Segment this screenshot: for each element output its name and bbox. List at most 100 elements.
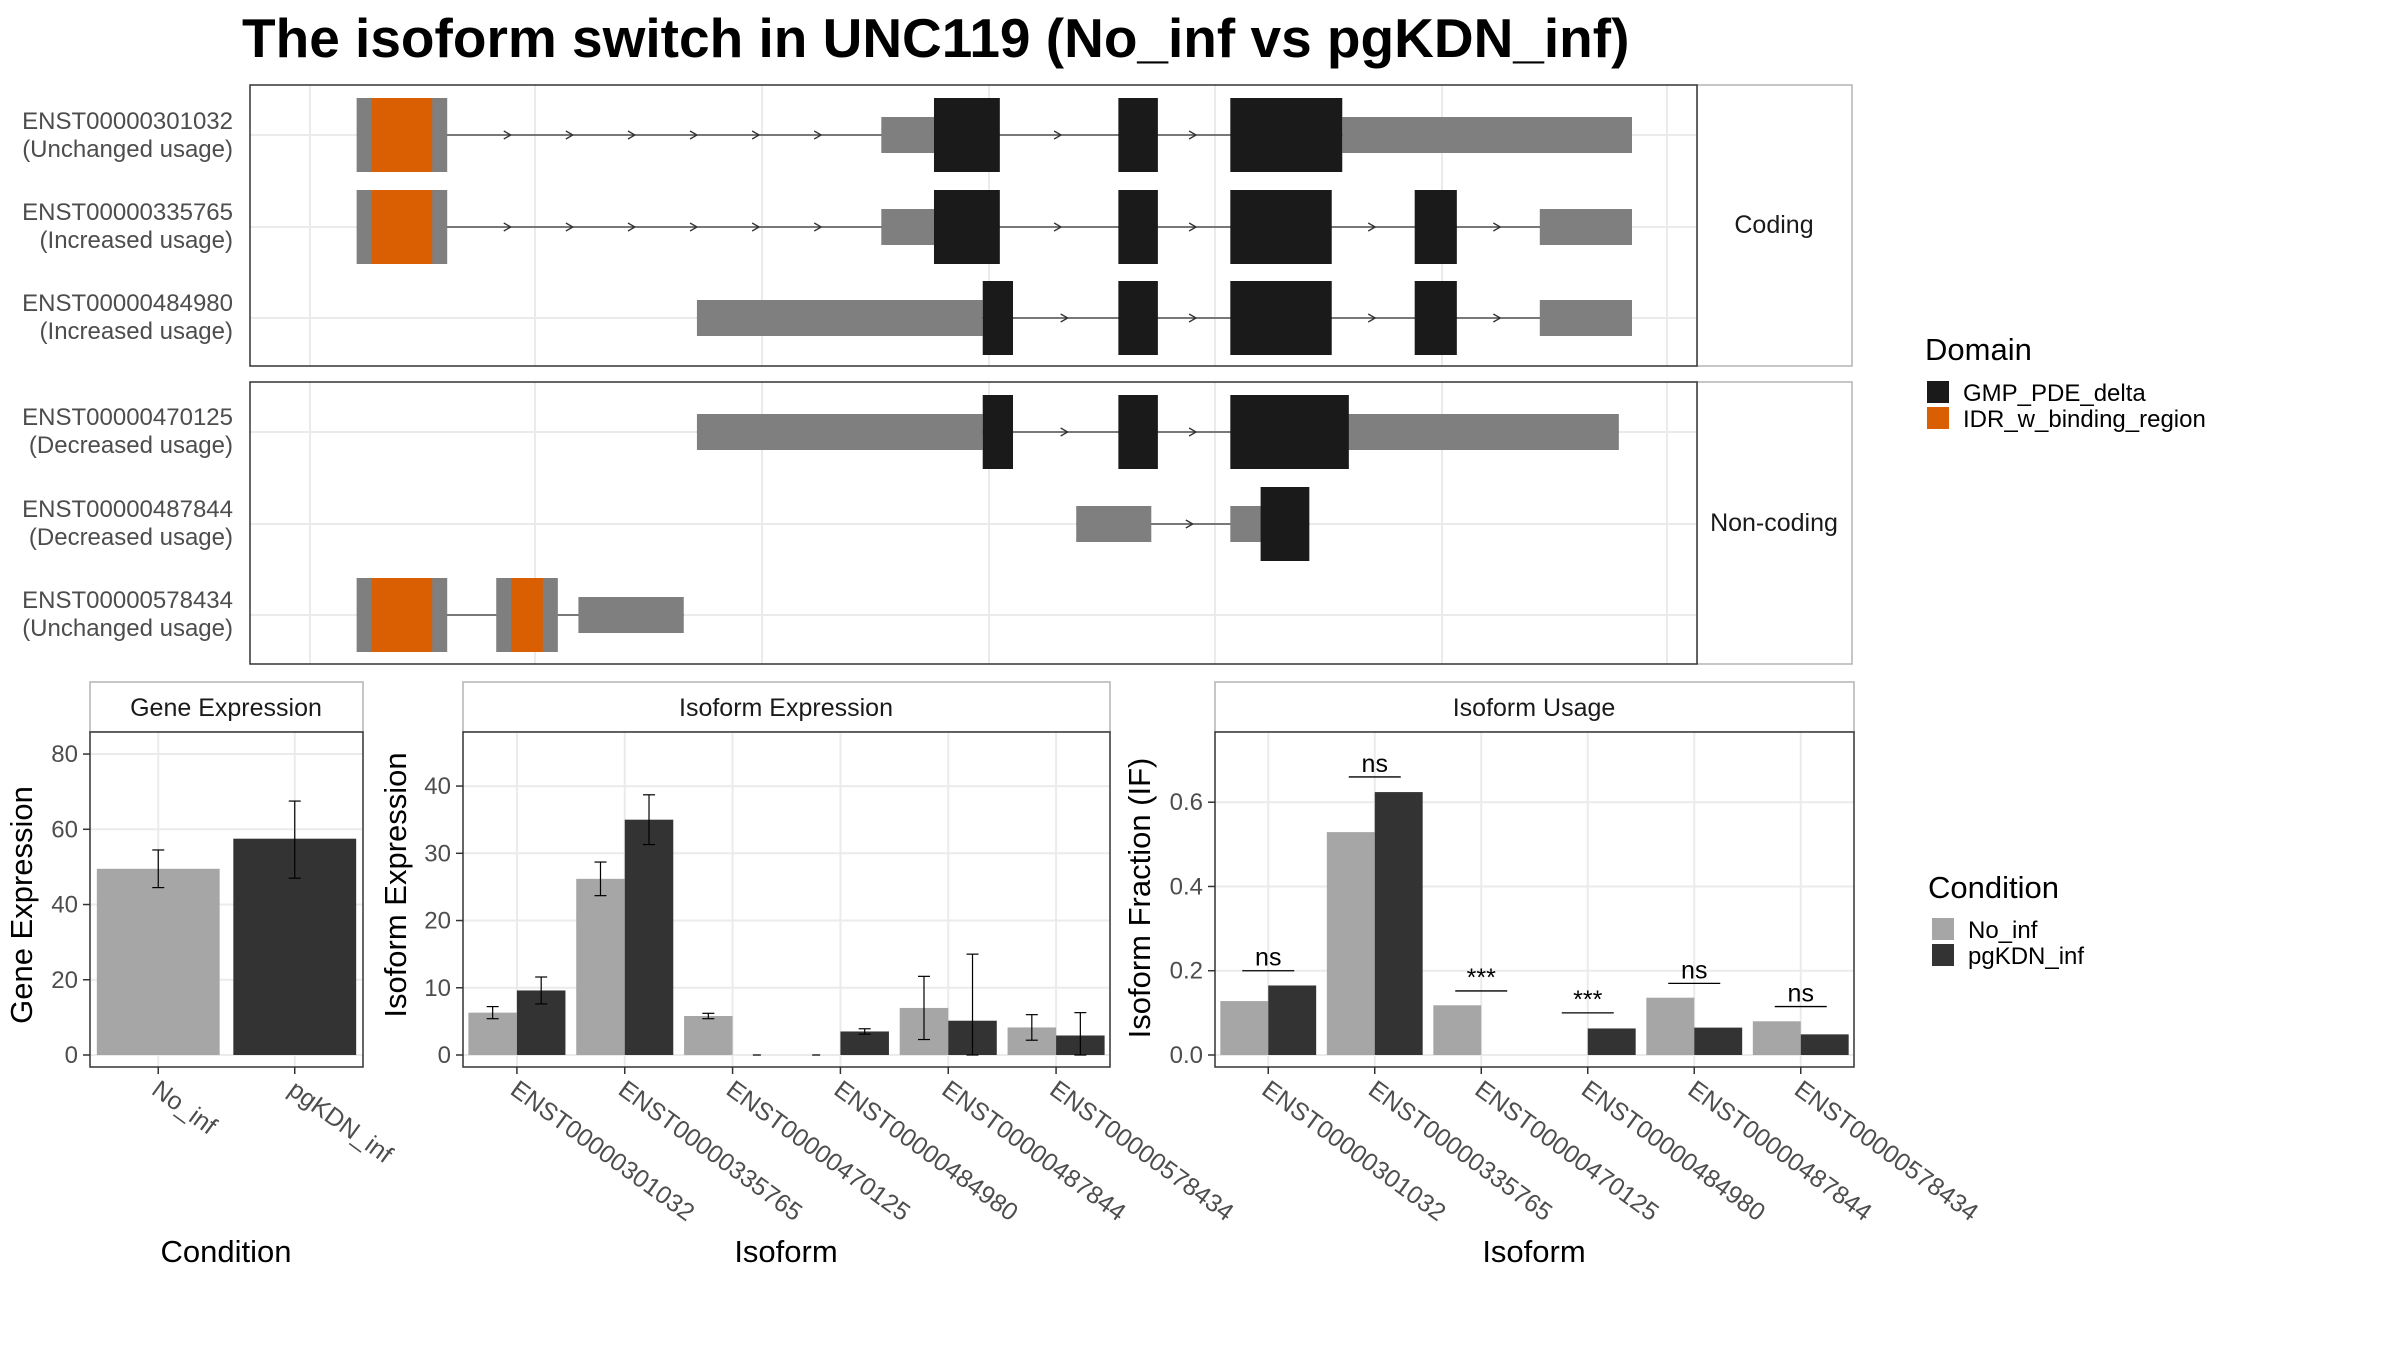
bar-pgKDN_inf — [1800, 1034, 1849, 1055]
isoform-expression-panel: Isoform Expression Isoform Isoform Expre… — [378, 681, 1239, 1269]
y-tick-label: 40 — [424, 773, 451, 800]
bar-pgKDN_inf — [1587, 1028, 1636, 1055]
bar-No_inf — [1220, 1001, 1269, 1055]
strip-label-noncoding: Non-coding — [1710, 509, 1838, 537]
strip-label-gene-expression: Gene Expression — [130, 694, 322, 722]
transcript-ENST00000301032 — [356, 98, 1632, 172]
y-axis-title: Isoform Fraction (IF) — [1122, 758, 1157, 1039]
y-tick-label: 0.0 — [1170, 1042, 1203, 1069]
legend-key-no-inf — [1932, 918, 1954, 940]
cds-block — [1118, 190, 1158, 264]
significance-label: ns — [1788, 980, 1814, 1008]
significance-label: *** — [1573, 986, 1602, 1014]
transcript-id: ENST00000578434 — [22, 587, 233, 614]
significance-label: *** — [1467, 964, 1496, 992]
transcript-ENST00000487844 — [1076, 487, 1310, 561]
x-axis-title: Condition — [161, 1234, 292, 1269]
cds-block — [933, 190, 1000, 264]
idr-domain-block — [371, 190, 433, 264]
transcript-status: (Increased usage) — [40, 227, 233, 254]
direction-arrow — [1492, 222, 1502, 232]
y-tick-label: 80 — [51, 741, 78, 768]
transcript-ENST00000578434 — [356, 578, 684, 652]
isoform-usage-panel: Isoform Usage Isoform Isoform Fraction (… — [1122, 681, 1983, 1269]
x-tick-label: ENST00000484980 — [1576, 1075, 1770, 1227]
y-tick-label: 0.2 — [1170, 958, 1203, 985]
direction-arrow — [1188, 313, 1198, 323]
x-tick-label: ENST00000301032 — [1257, 1075, 1451, 1227]
x-tick-label: ENST00000335765 — [1363, 1075, 1557, 1227]
y-tick-label: 10 — [424, 975, 451, 1002]
utr-block — [1539, 300, 1632, 336]
transcript-id: ENST00000484980 — [22, 290, 233, 317]
strip-noncoding — [1696, 381, 1853, 665]
transcript-ENST00000335765 — [356, 190, 1632, 264]
utr-block — [1539, 209, 1632, 245]
utr-block — [1342, 117, 1632, 153]
direction-arrow — [1060, 313, 1070, 323]
x-tick-label: ENST00000487844 — [1683, 1075, 1877, 1227]
transcript-status: (Decreased usage) — [29, 432, 233, 459]
cds-block — [1414, 281, 1457, 355]
bar-No_inf — [684, 1016, 733, 1055]
panel-background — [1215, 732, 1854, 1067]
x-tick-label: ENST00000487844 — [937, 1075, 1131, 1227]
utr-block — [881, 117, 934, 153]
cds-block — [1118, 98, 1158, 172]
transcript-labels: ENST00000301032 (Unchanged usage) ENST00… — [22, 108, 233, 642]
y-axis-title: Isoform Expression — [378, 752, 413, 1017]
panel-border — [89, 731, 364, 1068]
utr-block — [696, 414, 983, 450]
direction-arrow — [751, 130, 761, 140]
legend-title: Condition — [1928, 870, 2059, 905]
direction-arrow — [627, 222, 637, 232]
panel-background — [463, 732, 1110, 1067]
x-tick-label: pgKDN_inf — [283, 1075, 397, 1169]
legend-item: GMP_PDE_delta — [1963, 380, 2146, 407]
idr-domain-block — [371, 578, 433, 652]
cds-block — [1118, 281, 1158, 355]
utr-block — [1329, 414, 1619, 450]
bar-No_inf — [468, 1012, 517, 1055]
bar-No_inf — [96, 868, 220, 1055]
idr-domain-block — [511, 578, 543, 652]
legend-item: No_inf — [1968, 917, 2038, 944]
cds-block — [1260, 487, 1310, 561]
y-tick-label: 20 — [51, 967, 78, 994]
transcript-status: (Unchanged usage) — [22, 615, 233, 642]
transcript-status: (Increased usage) — [40, 318, 233, 345]
cds-block — [1414, 190, 1457, 264]
direction-arrow — [751, 222, 761, 232]
direction-arrow — [1185, 519, 1195, 529]
bar-No_inf — [1752, 1021, 1801, 1055]
significance-label: ns — [1255, 944, 1281, 972]
direction-arrow — [813, 130, 823, 140]
direction-arrow — [1053, 222, 1063, 232]
gene-structure-coding-panel: Coding — [249, 84, 1853, 367]
significance-label: ns — [1362, 750, 1388, 778]
bar-No_inf — [1433, 1005, 1482, 1055]
cds-block — [982, 395, 1014, 469]
x-tick-label: ENST00000335765 — [613, 1075, 807, 1227]
strip-isoform-expression — [462, 681, 1111, 733]
gene-structure-noncoding-panel: Non-coding — [249, 381, 1853, 665]
idr-domain-block — [371, 98, 433, 172]
direction-arrow — [1492, 313, 1502, 323]
significance-label: ns — [1681, 956, 1707, 984]
x-tick-label: ENST00000484980 — [829, 1075, 1023, 1227]
figure-title: The isoform switch in UNC119 (No_inf vs … — [242, 7, 1629, 69]
bar-pgKDN_inf — [624, 819, 674, 1055]
transcript-id: ENST00000301032 — [22, 108, 233, 135]
utr-block — [1076, 506, 1152, 542]
x-axis-title: Isoform — [734, 1234, 837, 1269]
direction-arrow — [1053, 130, 1063, 140]
bar-pgKDN_inf — [840, 1031, 889, 1055]
direction-arrow — [813, 222, 823, 232]
direction-arrow — [1367, 222, 1377, 232]
direction-arrow — [565, 130, 575, 140]
strip-label-isoform-expression: Isoform Expression — [679, 694, 893, 722]
cds-block — [1230, 190, 1332, 264]
transcript-status: (Unchanged usage) — [22, 136, 233, 163]
legend-key-pgkdn-inf — [1932, 944, 1954, 966]
domain-legend: Domain GMP_PDE_delta IDR_w_binding_regio… — [1925, 332, 2206, 433]
